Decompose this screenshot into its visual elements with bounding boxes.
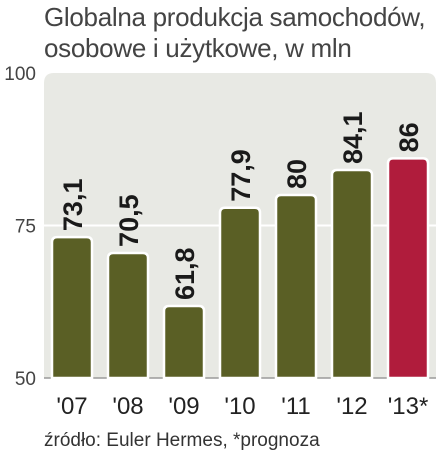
bar bbox=[274, 193, 318, 380]
y-tick-label: 75 bbox=[15, 217, 36, 238]
source-note: źródło: Euler Hermes, *prognoza bbox=[44, 430, 320, 451]
bar-value-label: 84,1 bbox=[338, 111, 368, 164]
y-tick-label: 50 bbox=[15, 369, 36, 390]
x-tick-label: '13* bbox=[388, 393, 429, 420]
bar-value-label: 70,5 bbox=[114, 194, 144, 247]
x-tick-label: '10 bbox=[224, 393, 255, 420]
bar-value-label: 86 bbox=[394, 122, 424, 152]
chart-title-line-2: osobowe i użytkowe, w mln bbox=[44, 33, 352, 63]
y-tick-label: 100 bbox=[4, 64, 36, 85]
chart-title: Globalna produkcja samochodów, osobowe i… bbox=[44, 2, 442, 64]
bar bbox=[330, 168, 374, 380]
x-tick-label: '07 bbox=[56, 393, 87, 420]
bar bbox=[386, 157, 430, 380]
bar bbox=[50, 235, 94, 380]
bar bbox=[106, 251, 150, 380]
bar-value-label: 77,9 bbox=[226, 149, 256, 202]
x-tick-label: '09 bbox=[168, 393, 199, 420]
bar-value-label: 61,8 bbox=[170, 247, 200, 300]
x-tick-label: '08 bbox=[112, 393, 143, 420]
x-tick-label: '12 bbox=[336, 393, 367, 420]
x-tick-label: '11 bbox=[281, 393, 311, 420]
bar-value-label: 80 bbox=[282, 159, 312, 189]
bar bbox=[218, 206, 262, 380]
bar bbox=[162, 304, 206, 380]
chart-title-line-1: Globalna produkcja samochodów, bbox=[44, 2, 426, 32]
bar-value-label: 73,1 bbox=[58, 179, 88, 232]
